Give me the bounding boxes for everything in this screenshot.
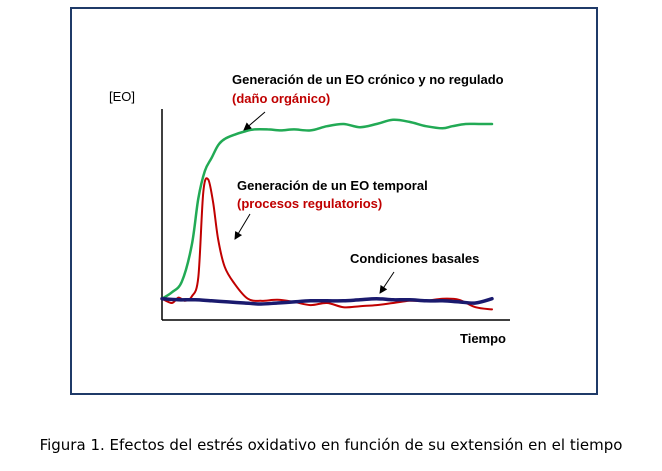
arrow-temporal xyxy=(234,213,251,240)
series-line-chronic xyxy=(160,118,494,300)
y-axis-label: [EO] xyxy=(109,89,135,104)
label-temporal-sub: (procesos regulatorios) xyxy=(237,196,382,211)
label-chronic-title: Generación de un EO crónico y no regulad… xyxy=(232,72,504,87)
label-chronic-sub: (daño orgánico) xyxy=(232,91,330,106)
series-line-basal xyxy=(160,296,494,306)
figure-caption: Figura 1. Efectos del estrés oxidativo e… xyxy=(39,436,623,454)
arrow-basal xyxy=(379,271,395,294)
x-axis-label: Tiempo xyxy=(460,331,506,346)
label-temporal-title: Generación de un EO temporal xyxy=(237,178,428,193)
series-layer xyxy=(160,118,494,311)
arrow-chronic xyxy=(243,111,266,131)
figure-frame: [EO] Tiempo Generación de un EO crónico … xyxy=(70,7,598,395)
chart: [EO] Tiempo Generación de un EO crónico … xyxy=(109,72,510,346)
label-basal-title: Condiciones basales xyxy=(350,251,479,266)
